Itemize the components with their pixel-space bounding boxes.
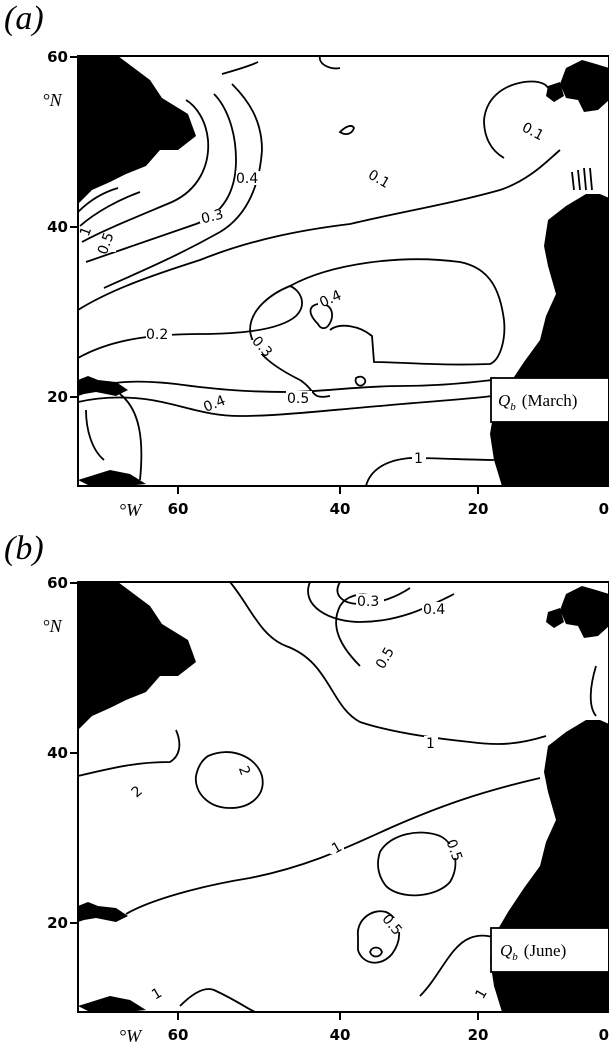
lon-tick-label: 60 bbox=[168, 1026, 189, 1044]
lat-unit: °N bbox=[42, 90, 62, 110]
contour-line bbox=[85, 93, 237, 263]
panel-label-b: (b) bbox=[4, 530, 44, 567]
contour-line bbox=[419, 934, 497, 997]
hatch-marks bbox=[571, 167, 593, 191]
map-panel-june: 0.3 0.4 0.5 1 2 2 1 0.5 0.5 1 1 Qb (June)… bbox=[0, 566, 609, 1046]
contour-line bbox=[369, 946, 383, 958]
panel-label-a: (a) bbox=[4, 0, 44, 37]
land-british-isles bbox=[560, 586, 609, 638]
contour-line bbox=[119, 393, 143, 481]
panel-title-june: Qb (June) bbox=[490, 927, 609, 973]
contour-line bbox=[81, 99, 210, 243]
contour-line bbox=[179, 988, 257, 1013]
contour-label: 0.3 bbox=[200, 206, 225, 227]
map-svg-june: 0.3 0.4 0.5 1 2 2 1 0.5 0.5 1 1 Qb (June)… bbox=[42, 574, 609, 1046]
lat-axis: 60 40 20 °N bbox=[42, 574, 78, 932]
contour-label: 1 bbox=[414, 451, 423, 467]
lon-tick-label: 60 bbox=[168, 500, 189, 518]
land-british-isles bbox=[560, 60, 609, 112]
contour-line bbox=[103, 83, 263, 289]
lat-tick-label: 40 bbox=[47, 744, 68, 762]
contour-line bbox=[357, 910, 400, 964]
contour-line bbox=[195, 751, 264, 809]
contour-label: 0.1 bbox=[519, 120, 546, 145]
contour-label: 0.4 bbox=[317, 287, 344, 311]
svg-text:Qb(March): Qb (March) bbox=[498, 391, 577, 413]
contour-label: 0.5 bbox=[287, 391, 309, 407]
contour-line bbox=[77, 187, 119, 213]
land-south-america bbox=[78, 470, 146, 486]
contour-label: 0.5 bbox=[373, 645, 398, 672]
lon-tick-label: 0 bbox=[599, 1026, 609, 1044]
contour-line bbox=[338, 125, 355, 135]
contour-label: 1 bbox=[77, 225, 95, 239]
lat-tick-label: 60 bbox=[47, 574, 68, 592]
contour-label: 0.2 bbox=[146, 327, 168, 343]
lon-tick-label: 20 bbox=[468, 1026, 489, 1044]
land-caribbean bbox=[78, 902, 128, 922]
lat-unit: °N bbox=[42, 616, 62, 636]
contour-line bbox=[77, 258, 506, 366]
contour-line bbox=[77, 149, 561, 311]
contour-label: 0.3 bbox=[357, 594, 379, 610]
lon-tick-label: 40 bbox=[330, 1026, 351, 1044]
land-caribbean bbox=[78, 376, 128, 396]
lon-tick-label: 40 bbox=[330, 500, 351, 518]
svg-text:Qb(June): Qb (June) bbox=[500, 941, 566, 963]
contour-label: 0.4 bbox=[423, 602, 445, 618]
contour-label: 0.5 bbox=[95, 230, 118, 256]
map-frame bbox=[77, 55, 609, 487]
lat-tick-label: 20 bbox=[47, 914, 68, 932]
contour-line bbox=[483, 80, 551, 159]
contour-line bbox=[377, 831, 457, 897]
contour-line bbox=[229, 581, 547, 745]
contour-label: 0.5 bbox=[442, 837, 465, 863]
lon-axis: 60 40 20 0 °W bbox=[119, 486, 609, 520]
contour-line bbox=[354, 375, 367, 387]
panel-title-march: Qb (March) bbox=[490, 377, 609, 423]
lon-tick-label: 20 bbox=[468, 500, 489, 518]
map-panel-march: 0.1 0.1 0.4 0.3 0.5 1 0.2 0.4 0.3 0.4 0.… bbox=[0, 40, 609, 520]
land-iberia-africa bbox=[490, 194, 609, 486]
contour-label: 0.4 bbox=[236, 171, 258, 187]
contour-label: 0.5 bbox=[378, 911, 405, 938]
contour-line bbox=[79, 191, 141, 227]
contour-line bbox=[77, 729, 181, 777]
lon-axis: 60 40 20 0 °W bbox=[119, 1012, 609, 1046]
land-ireland bbox=[546, 82, 564, 102]
contour-label: 0.4 bbox=[201, 393, 228, 416]
contour-line bbox=[589, 665, 597, 717]
contour-line bbox=[85, 409, 105, 461]
land-south-america bbox=[78, 996, 146, 1012]
land-ireland bbox=[546, 608, 564, 628]
lat-tick-label: 20 bbox=[47, 388, 68, 406]
contour-line bbox=[318, 55, 341, 70]
contour-line bbox=[77, 379, 493, 393]
lat-tick-label: 60 bbox=[47, 48, 68, 66]
lat-axis: 60 40 20 °N bbox=[42, 48, 78, 406]
land-north-america bbox=[78, 582, 196, 730]
contour-label: 0.1 bbox=[365, 167, 392, 192]
land-north-america bbox=[78, 56, 196, 204]
contour-label: 1 bbox=[426, 736, 435, 752]
lat-tick-label: 40 bbox=[47, 218, 68, 236]
contour-line bbox=[77, 395, 493, 417]
contour-line bbox=[221, 61, 259, 75]
lon-unit: °W bbox=[119, 500, 143, 520]
lon-tick-label: 0 bbox=[599, 500, 609, 518]
map-frame bbox=[77, 581, 609, 1013]
contour-line bbox=[249, 285, 331, 398]
contour-line bbox=[309, 303, 333, 330]
lon-unit: °W bbox=[119, 1026, 143, 1046]
contour-line bbox=[365, 457, 495, 487]
map-svg-march: 0.1 0.1 0.4 0.3 0.5 1 0.2 0.4 0.3 0.4 0.… bbox=[42, 48, 609, 520]
